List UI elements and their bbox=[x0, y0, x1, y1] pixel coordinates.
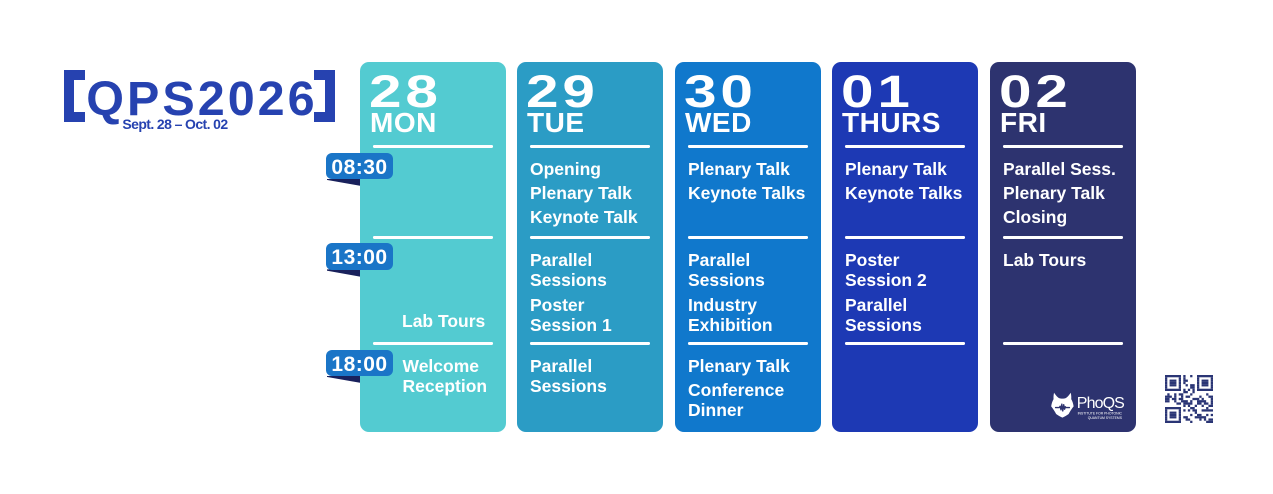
svg-text:QUANTUM SYSTEMS: QUANTUM SYSTEMS bbox=[1088, 416, 1123, 420]
svg-text:INSTITUTE FOR PHOTONIC: INSTITUTE FOR PHOTONIC bbox=[1078, 412, 1123, 416]
